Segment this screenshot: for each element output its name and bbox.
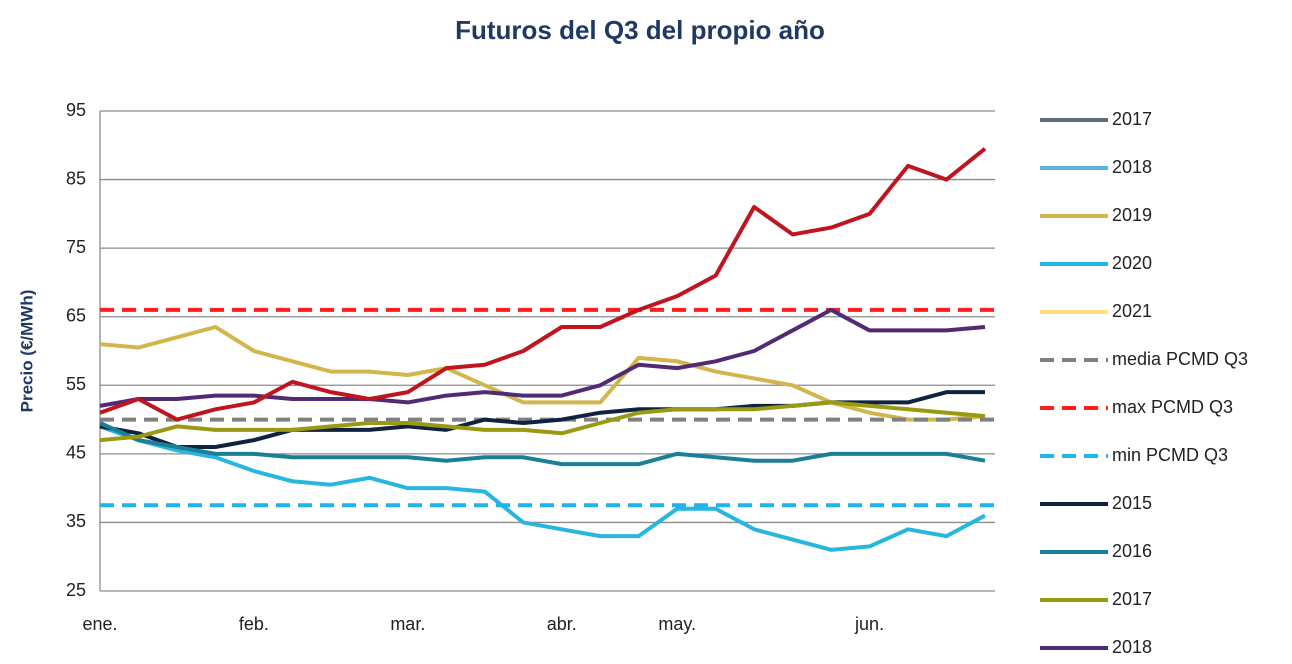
x-tick-label: feb. <box>239 614 269 634</box>
y-tick-label: 55 <box>66 374 86 394</box>
legend-label: 2016 <box>1112 541 1152 561</box>
legend-label: min PCMD Q3 <box>1112 445 1228 465</box>
y-tick-label: 95 <box>66 100 86 120</box>
legend-label: 2015 <box>1112 493 1152 513</box>
legend-label: media PCMD Q3 <box>1112 349 1248 369</box>
legend-label: 2017 <box>1112 109 1152 129</box>
series-line <box>99 147 987 422</box>
series-line <box>99 400 986 443</box>
y-axis-label: Precio (€/MWh) <box>17 290 36 413</box>
legend-label: 2018 <box>1112 637 1152 657</box>
legend-label: 2017 <box>1112 589 1152 609</box>
y-tick-label: 35 <box>66 511 86 531</box>
series-line <box>99 421 986 467</box>
x-tick-label: may. <box>658 614 696 634</box>
legend-label: 2020 <box>1112 253 1152 273</box>
legend-label: 2019 <box>1112 205 1152 225</box>
x-tick-label: abr. <box>547 614 577 634</box>
x-tick-label: mar. <box>390 614 425 634</box>
y-tick-label: 45 <box>66 443 86 463</box>
series-line <box>99 307 986 408</box>
y-tick-label: 25 <box>66 580 86 600</box>
chart-title: Futuros del Q3 del propio año <box>455 15 825 45</box>
y-tick-label: 85 <box>66 168 86 188</box>
legend-label: 2018 <box>1112 157 1152 177</box>
legend-label: 2021 <box>1112 301 1152 321</box>
x-tick-label: jun. <box>854 614 884 634</box>
legend-label: max PCMD Q3 <box>1112 397 1233 417</box>
x-tick-label: ene. <box>82 614 117 634</box>
y-tick-label: 65 <box>66 305 86 325</box>
series-line <box>99 424 986 552</box>
y-tick-label: 75 <box>66 237 86 257</box>
